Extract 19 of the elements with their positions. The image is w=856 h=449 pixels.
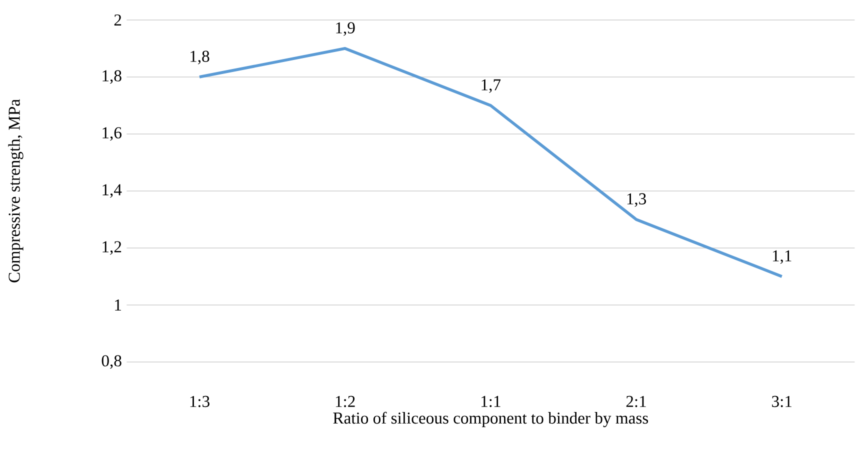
y-tick-label: 1,4: [102, 184, 122, 198]
x-axis-title: Ratio of siliceous component to binder by mass: [333, 412, 648, 427]
data-label: 1,9: [336, 22, 355, 36]
y-axis-title: Compressive strength, MPa: [8, 99, 24, 282]
y-tick-label: 2: [114, 14, 122, 26]
data-label: 1,1: [772, 250, 792, 264]
data-label: 1,7: [482, 79, 501, 93]
y-tick-label: 1,6: [102, 127, 122, 141]
y-tick-label: 1,8: [102, 70, 122, 84]
x-tick-label: 1:2: [336, 396, 355, 407]
x-tick-label: 3:1: [772, 396, 792, 407]
x-tick-label: 1:3: [190, 396, 210, 407]
x-tick-label: 2:1: [626, 396, 646, 407]
y-tick-label: 1,2: [102, 241, 122, 255]
data-label: 1,3: [627, 193, 646, 207]
y-tick-label: 0,8: [102, 355, 122, 369]
x-tick-label: 1:1: [482, 396, 500, 407]
data-label: 1,8: [190, 50, 210, 64]
y-tick-label: 1: [115, 299, 121, 310]
